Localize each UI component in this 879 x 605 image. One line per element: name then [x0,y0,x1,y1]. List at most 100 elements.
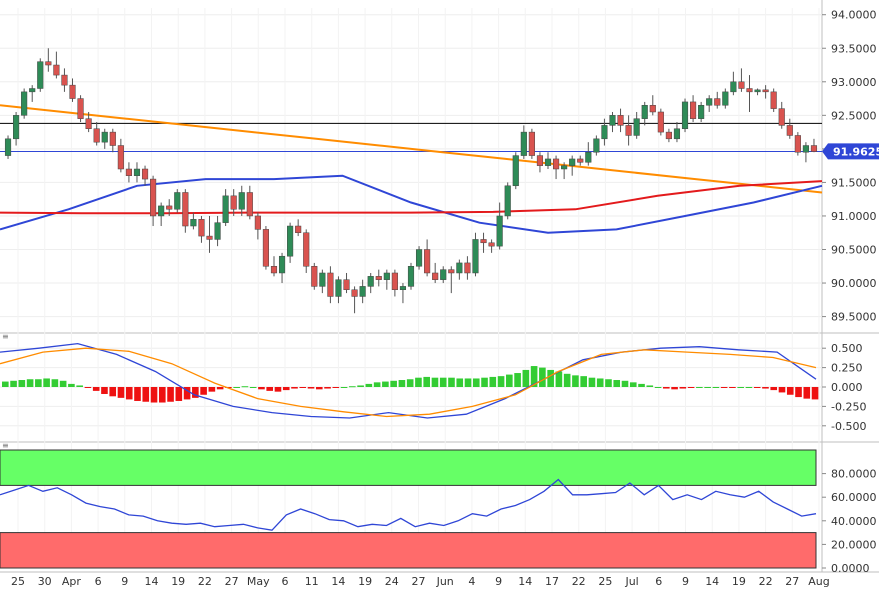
macd-histogram-bar-52 [431,377,439,387]
macd-histogram-bar-1 [10,380,17,387]
macd-histogram-bar-64 [530,366,538,387]
candle-body-63 [512,155,519,187]
macd-histogram-bar-35 [291,387,298,389]
macd-histogram-bar-62 [514,373,521,387]
macd-histogram-bar-93 [770,387,778,391]
macd-histogram-bar-75 [621,380,629,387]
candle-body-3 [29,88,36,93]
macd-histogram-bar-65 [539,367,546,387]
date-tick-label-26: 14 [705,575,719,588]
candle-body-25 [206,235,213,240]
moving-average-line-1 [0,174,823,234]
macd-histogram-bar-36 [299,387,307,388]
macd-histogram-bar-13 [109,387,117,397]
macd-signal-line [0,347,817,418]
macd-histogram-bar-28 [233,387,240,388]
candle-body-7 [61,74,68,86]
date-tick-label-24: 6 [655,575,662,588]
rsi-tick-label-1: 60.0000 [831,491,877,504]
macd-histogram-bar-14 [117,387,125,398]
candle-body-89 [722,91,729,106]
macd-histogram-bar-41 [340,387,348,388]
macd-panel [0,342,819,419]
candle-body-5 [45,61,52,66]
candle-body-58 [472,239,479,274]
candle-body-46 [375,276,382,280]
candle-body-43 [351,289,358,297]
candle-body-22 [182,192,189,227]
candle-body-96 [778,108,785,126]
macd-histogram-bar-91 [753,387,761,388]
macd-histogram-bar-53 [439,377,447,387]
candle-body-70 [569,158,576,166]
macd-histogram-bar-84 [696,387,703,388]
date-tick-label-19: 14 [518,575,532,588]
macd-histogram-bar-96 [795,387,802,398]
macd-histogram-bar-85 [704,387,711,388]
rsi-line [0,478,817,531]
candle-body-18 [150,178,157,217]
macd-histogram-bar-70 [580,376,587,387]
date-tick-label-1: 30 [38,575,52,588]
macd-histogram-bar-10 [84,387,92,388]
candle-body-11 [93,128,100,143]
candle-body-81 [657,111,664,133]
candle-body-10 [85,118,92,129]
macd-histogram-bar-51 [423,376,431,387]
macd-panel-marker: ≡ [2,332,9,341]
rsi-tick-label-3: 20.0000 [831,538,877,551]
macd-histogram-bar-9 [76,385,83,387]
candle-body-59 [480,239,487,244]
candle-body-30 [246,192,253,217]
macd-histogram-bar-72 [596,378,604,387]
macd-tick-label-1: 0.250 [831,362,863,375]
macd-histogram-bar-77 [638,383,645,387]
candle-body-82 [665,131,672,140]
candle-body-90 [730,81,737,93]
candle-body-12 [101,131,108,143]
date-tick-label-12: 14 [331,575,345,588]
moving-average-line-0 [0,104,823,194]
macd-histogram-bar-83 [687,387,695,388]
macd-histogram-bar-12 [101,387,108,394]
macd-histogram-bar-58 [481,377,488,387]
candle-body-95 [770,91,777,109]
last-price-label: 91.9625 [833,145,879,158]
date-tick-label-18: 9 [495,575,502,588]
macd-histogram-bar-98 [811,387,819,400]
date-tick-label-20: 17 [545,575,559,588]
candle-body-86 [698,105,705,119]
candle-body-20 [166,205,173,210]
overbought-zone [0,449,817,486]
candle-body-51 [415,249,423,267]
macd-histogram-bar-69 [572,375,579,387]
macd-tick-label-2: 0.000 [831,381,863,394]
macd-histogram-bar-71 [588,377,596,387]
candle-body-56 [456,262,463,274]
macd-histogram-bar-39 [324,387,331,389]
price-tick-label-9: 89.5000 [831,311,877,324]
candle-body-92 [746,88,753,93]
rsi-tick-label-2: 40.0000 [831,515,877,528]
candle-body-21 [174,192,181,210]
candle-body-68 [552,158,560,170]
candle-body-76 [617,115,624,126]
candle-body-28 [230,195,237,210]
candle-body-97 [786,125,793,136]
macd-histogram-bar-80 [663,387,670,389]
date-tick-label-8: 27 [225,575,239,588]
macd-histogram-bar-92 [762,387,769,389]
candle-body-55 [448,269,455,274]
candle-body-71 [577,158,584,163]
candle-body-84 [681,101,689,129]
price-tick-label-5: 91.5000 [831,176,877,189]
macd-histogram-bar-29 [241,386,249,388]
macd-histogram-bar-44 [365,383,373,387]
candle-body-4 [37,61,44,89]
date-tick-label-28: 22 [759,575,773,588]
candle-body-32 [262,229,270,267]
last-price-tag [822,143,879,160]
candle-body-65 [528,131,535,156]
candle-body-38 [311,266,318,287]
